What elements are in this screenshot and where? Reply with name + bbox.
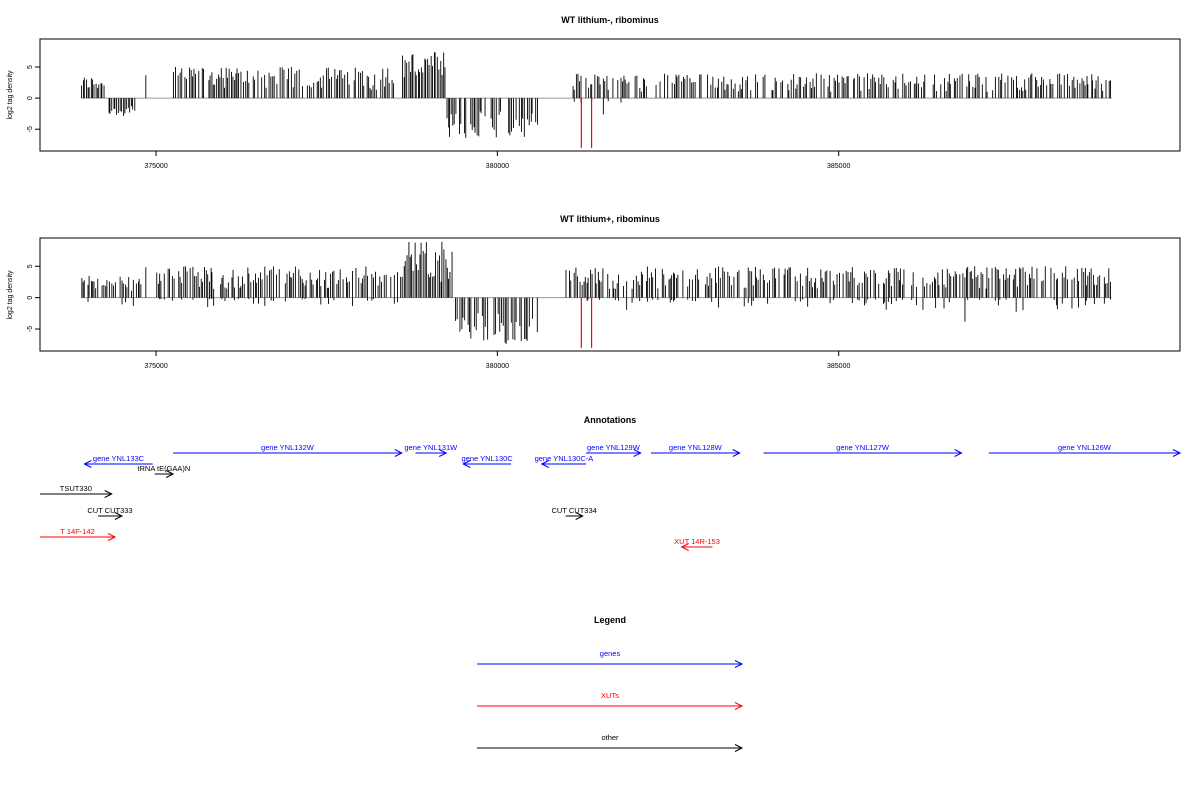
- density-segment: [572, 73, 647, 115]
- annotation-feature: tRNA tE(GAA)N: [137, 464, 190, 478]
- y-tick-label: 5: [27, 264, 34, 268]
- density-segment: [655, 73, 1111, 99]
- plot-area: [80, 52, 1112, 148]
- annotation-feature: gene YNL128W: [650, 443, 741, 457]
- track-panel-lithium-minus: WT lithium-, ribominus 375000 380000 38500…: [7, 15, 1181, 170]
- annotation-label: gene YNL132W: [261, 443, 315, 452]
- legend-label: XUTs: [601, 691, 619, 700]
- annotation-feature: gene YNL127W: [763, 443, 963, 457]
- annotation-label: CUT CUT334: [552, 506, 597, 515]
- legend-item: XUTs: [477, 691, 744, 710]
- annotation-label: gene YNL130C-A: [535, 454, 594, 463]
- y-tick-label: 0: [27, 296, 34, 300]
- annotation-label: XUT 14R-153: [674, 537, 720, 546]
- density-segment: [402, 52, 446, 99]
- y-axis: -5 0 5: [27, 264, 40, 332]
- y-tick-label: -5: [27, 126, 34, 132]
- y-tick-label: -5: [27, 326, 34, 332]
- annotation-feature: gene YNL133C: [83, 454, 153, 468]
- panel-title: WT lithium-, ribominus: [561, 15, 659, 25]
- annotation-feature: CUT CUT334: [552, 506, 597, 520]
- annotation-label: gene YNL129W: [587, 443, 641, 452]
- legend-item: genes: [477, 649, 744, 668]
- track-panel-lithium-plus: WT lithium+, ribominus 375000 380000 38500…: [7, 214, 1181, 370]
- annotation-label: CUT CUT333: [87, 506, 132, 515]
- x-tick-label: 375000: [144, 363, 167, 370]
- density-segment: [446, 98, 538, 138]
- annotation-label: gene YNL130C: [462, 454, 514, 463]
- legend-label: genes: [600, 649, 621, 658]
- annotation-label: gene YNL126W: [1058, 443, 1112, 452]
- legend-label: other: [601, 733, 619, 742]
- density-segment: [108, 98, 136, 116]
- density-segment: [156, 266, 402, 308]
- annotation-feature: gene YNL130C-A: [535, 454, 594, 468]
- legend-item: other: [477, 733, 744, 752]
- annotation-label: gene YNL128W: [669, 443, 723, 452]
- annotation-label: gene YNL127W: [836, 443, 890, 452]
- x-tick-label: 380000: [486, 363, 509, 370]
- y-axis: -5 0 5: [27, 65, 40, 132]
- annotation-feature: T 14F-142: [40, 527, 117, 541]
- plot-area: [80, 241, 1112, 348]
- y-tick-label: 5: [27, 65, 34, 69]
- legend-title: Legend: [594, 615, 626, 625]
- x-axis: 375000 380000 385000: [144, 351, 850, 370]
- annotation-feature: gene YNL130C: [462, 454, 514, 468]
- x-axis: 375000 380000 385000: [144, 151, 850, 170]
- plot-frame: [39, 38, 1181, 152]
- annotation-feature: gene YNL129W: [586, 443, 642, 457]
- density-segment: [565, 266, 1111, 311]
- y-axis-label: log2 tag density: [7, 70, 14, 120]
- x-tick-label: 385000: [827, 363, 850, 370]
- annotation-feature: gene YNL126W: [988, 443, 1182, 457]
- annotation-feature: TSUT330: [40, 484, 113, 498]
- annotation-feature: XUT 14R-153: [674, 537, 720, 551]
- annotation-feature: gene YNL131W: [404, 443, 458, 457]
- x-tick-label: 380000: [486, 163, 509, 170]
- annotation-label: T 14F-142: [60, 527, 94, 536]
- density-segment: [81, 77, 105, 99]
- panel-title: WT lithium+, ribominus: [560, 214, 660, 224]
- annotations-title: Annotations: [584, 415, 637, 425]
- density-segment: [81, 275, 142, 306]
- annotation-label: gene YNL133C: [93, 454, 145, 463]
- legend: Legend genes XUTs other: [477, 615, 744, 752]
- annotation-label: tRNA tE(GAA)N: [137, 464, 190, 473]
- density-segment: [455, 297, 538, 344]
- density-segment: [401, 241, 453, 298]
- y-axis-label: log2 tag density: [7, 270, 14, 320]
- annotation-feature: gene YNL132W: [173, 443, 403, 457]
- plot-frame: [39, 237, 1181, 352]
- annotation-feature: CUT CUT333: [87, 506, 133, 520]
- annotation-label: gene YNL131W: [404, 443, 458, 452]
- y-tick-label: 0: [27, 96, 34, 100]
- density-segment: [172, 67, 395, 99]
- annotation-label: TSUT330: [60, 484, 92, 493]
- x-tick-label: 375000: [144, 163, 167, 170]
- x-tick-label: 385000: [827, 163, 850, 170]
